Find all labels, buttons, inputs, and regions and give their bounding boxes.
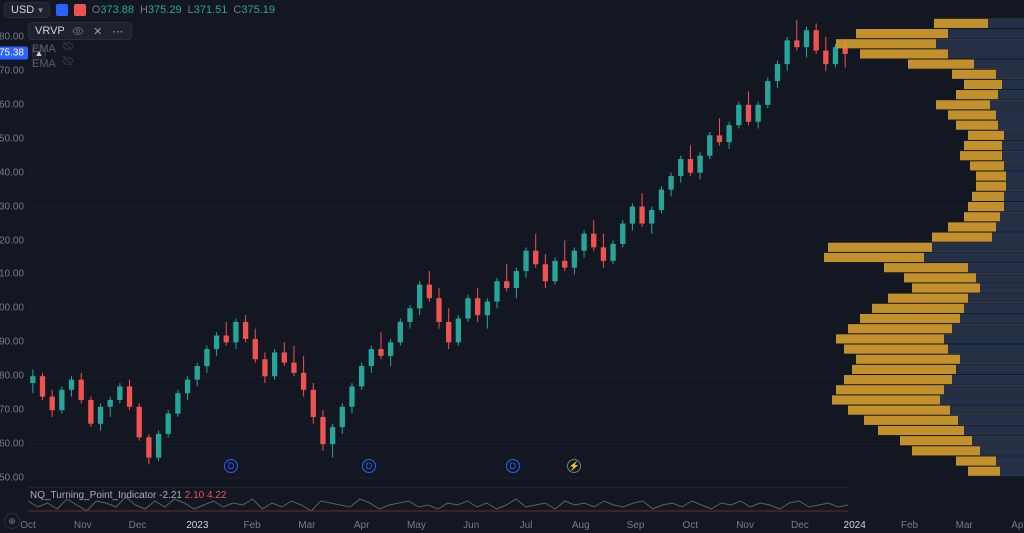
event-marker[interactable]: D (224, 459, 238, 473)
x-tick-label: Sep (627, 520, 645, 531)
x-tick-label: Jun (463, 520, 479, 531)
currency-label: USD (11, 4, 34, 16)
y-tick-label: 330.00 (0, 201, 24, 212)
x-tick-label: 2023 (186, 520, 208, 531)
x-tick-label: Apr (354, 520, 370, 531)
y-tick-label: 370.00 (0, 65, 24, 76)
x-tick-label: Mar (298, 520, 315, 531)
x-tick-label: Feb (901, 520, 918, 531)
y-axis: 250.00 260.00 270.00 280.00 290.00 300.00 310.… (0, 0, 28, 490)
close-icon[interactable]: ✕ (91, 24, 105, 38)
price-chart[interactable] (28, 0, 1024, 490)
compare-swatch-1[interactable] (56, 4, 68, 16)
x-tick-label: Dec (129, 520, 147, 531)
eye-icon[interactable] (71, 24, 85, 38)
y-tick-label: 320.00 (0, 235, 24, 246)
y-tick-label: 380.00 (0, 31, 24, 42)
y-tick-label: 350.00 (0, 133, 24, 144)
currency-selector[interactable]: USD ▾ (4, 2, 50, 18)
x-tick-label: Nov (736, 520, 754, 531)
x-tick-label: Apr (1011, 520, 1024, 531)
event-marker[interactable]: D (362, 459, 376, 473)
eye-off-icon[interactable] (62, 40, 74, 52)
y-tick-label: 290.00 (0, 337, 24, 348)
chart-canvas[interactable] (28, 0, 1024, 490)
ohlc-readout: O373.88 H375.29 L371.51 C375.19 (92, 4, 275, 16)
ema-label-2: EMA (32, 55, 74, 70)
y-tick-label: 270.00 (0, 405, 24, 416)
more-icon[interactable]: ⋯ (111, 24, 125, 38)
y-tick-label: 310.00 (0, 269, 24, 280)
indicator-pane[interactable]: NQ_Turning_Point_Indicator -2.21 2.10 4.… (28, 487, 848, 513)
x-tick-label: Mar (956, 520, 973, 531)
x-tick-label: Nov (74, 520, 92, 531)
indicator-tag-vrvp[interactable]: VRVP ✕ ⋯ (28, 22, 132, 40)
x-tick-label: May (407, 520, 426, 531)
y-tick-label: 340.00 (0, 167, 24, 178)
x-tick-label: Aug (572, 520, 590, 531)
event-marker[interactable]: ⚡ (567, 459, 581, 473)
x-tick-label: Oct (683, 520, 699, 531)
indicator-pane-label: NQ_Turning_Point_Indicator -2.21 2.10 4.… (30, 490, 226, 501)
chart-topbar: USD ▾ O373.88 H375.29 L371.51 C375.19 (4, 2, 275, 18)
last-price-tag: 375.38 (0, 46, 28, 59)
x-axis: OctNovDec2023FebMarAprMayJunJulAugSepOct… (28, 515, 1024, 533)
x-tick-label: Jul (520, 520, 533, 531)
ema-label-1: EMA (32, 40, 74, 55)
event-marker[interactable]: D (506, 459, 520, 473)
y-tick-label: 280.00 (0, 371, 24, 382)
compare-swatch-2[interactable] (74, 4, 86, 16)
y-tick-label: 250.00 (0, 473, 24, 484)
indicator-tag-label: VRVP (35, 25, 65, 37)
y-tick-label: 360.00 (0, 99, 24, 110)
x-tick-label: Feb (243, 520, 260, 531)
x-tick-label: Dec (791, 520, 809, 531)
x-tick-label: Oct (20, 520, 36, 531)
y-tick-label: 260.00 (0, 439, 24, 450)
eye-off-icon[interactable] (62, 55, 74, 67)
reset-zoom-button[interactable]: ⊕ (4, 513, 20, 529)
indicator-row: VRVP ✕ ⋯ (28, 22, 132, 40)
chevron-down-icon: ▾ (38, 5, 43, 16)
y-tick-label: 300.00 (0, 303, 24, 314)
x-tick-label: 2024 (844, 520, 866, 531)
